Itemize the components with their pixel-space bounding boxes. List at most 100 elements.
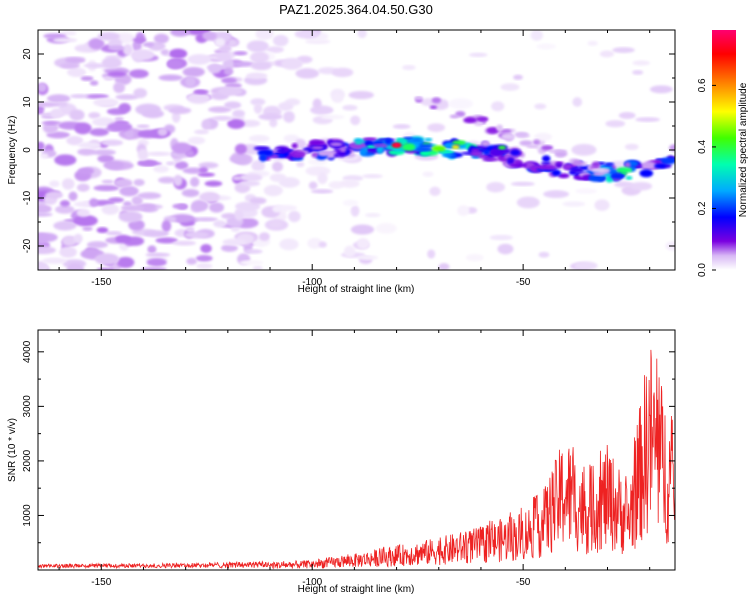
spectrogram-blob [540,161,551,166]
spectrogram-blob [429,186,441,197]
spectrogram-blob [171,142,192,154]
spectrogram-blob [629,181,653,191]
spectrogram-blob [69,109,85,121]
spectrogram-blob [137,148,149,161]
spectrogram-blob [208,63,222,74]
spectrogram-blob [103,76,114,81]
spectrogram-blob [292,151,306,157]
spectrogram-blob [78,141,101,149]
spectrogram-blob [137,192,162,200]
spectrogram-blob [276,148,286,154]
spectrogram-blob [132,37,147,43]
spectrogram-blob [251,160,266,172]
spectrogram-blob [311,152,319,158]
spectrogram-blob [294,30,320,39]
spectrogram-blob [342,199,359,206]
spectrogram-blob [480,140,491,147]
snr-frame [37,329,676,571]
spectrogram-blob [272,205,283,213]
spectrogram-blob [234,143,247,155]
spectrogram-blob [240,119,261,127]
spectrogram-blob [131,195,143,206]
spectrogram-blob [67,67,87,78]
spectrogram-blob [76,208,90,218]
spectrogram-blob [41,120,61,125]
spectrogram-blob [258,232,270,241]
spectrogram-blob [113,82,126,94]
snr-x-tick-label: -50 [516,577,531,588]
spectrogram-blob [331,67,354,78]
spectrogram-blob [362,174,383,179]
spectrogram-blob [562,163,573,171]
snr-x-ticks: -150 -100 -50 [58,330,651,588]
spectrogram-blob [137,129,159,139]
spectrogram-blob [97,32,120,41]
spectrogram-blob [501,133,516,140]
spectrogram-blob [130,49,155,61]
snr-y-tick-label: 2000 [22,449,33,472]
spectrogram-blob [283,134,300,143]
spectrogram-blob [136,124,150,129]
spectrogram-blob [191,199,209,212]
spectrogram-blob [305,166,331,176]
spectrogram-blob [172,240,197,246]
spectrogram-blob [199,191,220,203]
spectrogram-blob [249,51,269,64]
spectrogram-blob [165,161,176,166]
spectrogram-blob [229,154,250,164]
spectrogram-blob [227,118,245,129]
spectrogram-blob [295,68,320,79]
spectrogram-blob [394,143,400,147]
spectrogram-blob [204,180,223,187]
spectrogram-blob [661,157,675,165]
spectrogram-blob [253,146,271,151]
spectrogram-blob [114,116,124,122]
spectrogram-blob [38,232,49,244]
spectrogram-blob [252,265,263,270]
spectrogram-blob [571,143,597,156]
spectrogram-blob [225,82,242,89]
spectrogram-blob [496,124,504,132]
spectrogram-blob [333,153,341,158]
spectrogram-blob [625,176,633,180]
spectrogram-blob [161,220,172,232]
spectrogram-blob [246,40,269,53]
spectrogram-y-tick-label: -10 [22,190,33,205]
spectrogram-blob [308,181,318,190]
spectrogram-blob [239,173,263,182]
spectrogram-blob [169,48,188,59]
spectrogram-blob [307,237,323,249]
spectrogram-blob [54,154,77,166]
spectrogram-blob [308,158,328,166]
spectrogram-blob [639,169,654,178]
spectrogram-blob [103,160,125,170]
spectrogram-blob [329,142,343,147]
spectrogram-blob [278,101,294,112]
spectrogram-blob [73,214,98,227]
colorbar-gradient [712,30,736,270]
spectrogram-blob [350,224,375,235]
spectrogram-blob [348,141,367,150]
spectrogram-blob [244,249,263,254]
spectrogram-blob [101,139,124,146]
spectrogram-blob [343,245,356,258]
spectrogram-blob [173,174,183,187]
spectrogram-blob [93,98,119,107]
spectrogram-blob [89,128,109,137]
snr-y-tick-label: 3000 [22,395,33,418]
spectrogram-blob [142,42,155,47]
spectrogram-blob [170,30,191,37]
spectrogram-x-tick-label: -100 [302,277,322,288]
spectrogram-blob [291,143,298,149]
spectrogram-x-tick-label: -50 [516,277,531,288]
spectrogram-blob [412,138,422,142]
spectrogram-blob [516,196,540,209]
spectrogram-xlabel: Height of straight line (km) [298,284,415,295]
spectrogram-blob [402,143,416,152]
spectrogram-blob [230,226,241,232]
spectrogram-blob [86,241,108,249]
spectrogram-blob [222,238,247,246]
spectrogram-blob [232,176,242,181]
spectrogram-blob [193,217,219,222]
